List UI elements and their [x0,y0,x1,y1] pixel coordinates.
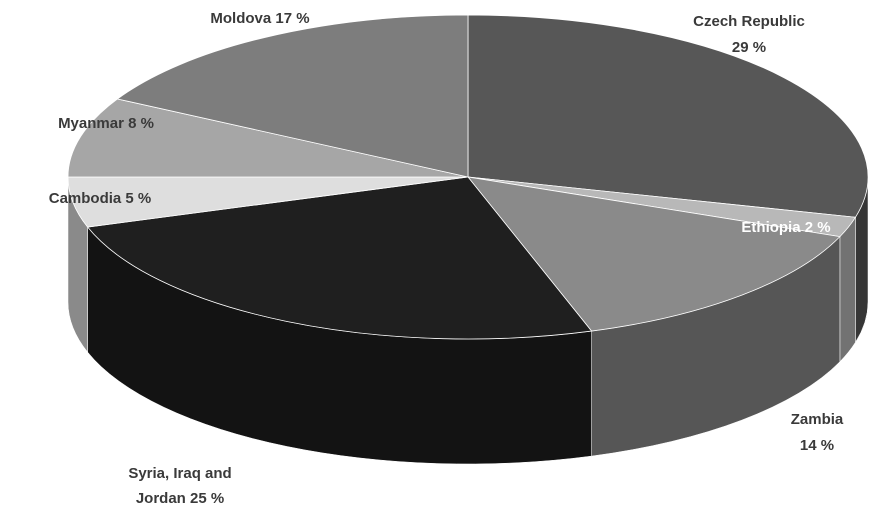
slice-label-3-line-0: Syria, Iraq and [128,465,231,482]
pie-side-walls [67,176,869,465]
pie-top-faces [67,14,869,340]
slice-label-0-line-0: Czech Republic [693,13,805,30]
slice-label-2-line-0: Zambia [791,411,844,428]
slice-label-6-line-0: Moldova 17 % [210,10,309,27]
slice-label-0-line-1: 29 % [732,39,766,56]
pie-labels: Czech Republic 29 % Ethiopia 2 % Zambia 14 %… [49,10,844,507]
slice-label-1-line-0: Ethiopia 2 % [741,219,830,236]
pie-slice-3 [86,176,593,340]
pie-slice-0 [467,14,869,218]
pie-slice-5 [67,98,469,178]
pie-side-1 [839,216,856,363]
pie-slice-6 [116,14,469,178]
slice-label-5-line-0: Myanmar 8 % [58,115,154,132]
slice-label-2-line-1: 14 % [800,437,834,454]
slice-label-3-line-1: Jordan 25 % [136,490,224,507]
slice-label-4-line-0: Cambodia 5 % [49,190,152,207]
